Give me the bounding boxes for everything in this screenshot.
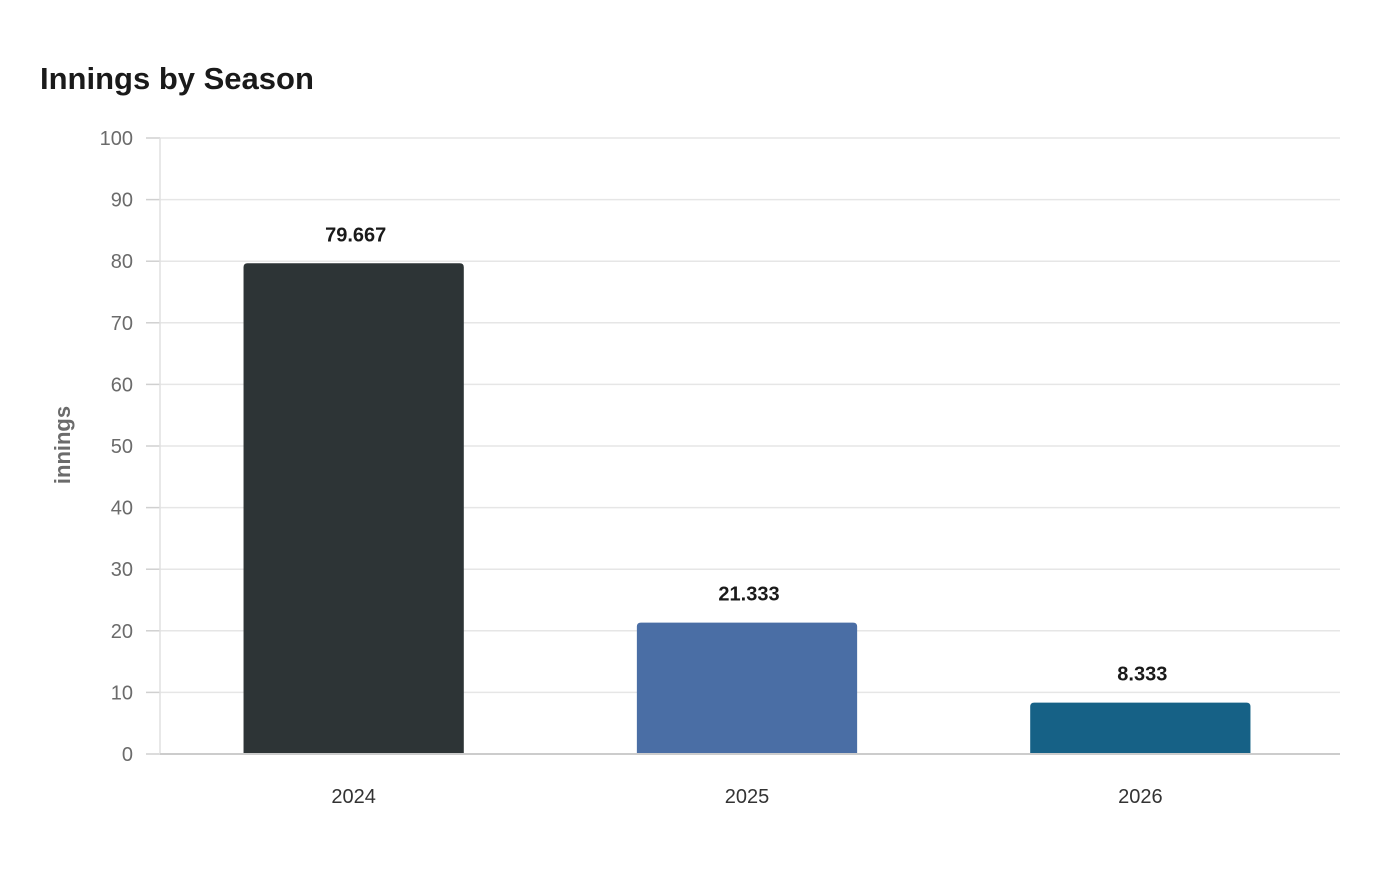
data-label: 79.667 bbox=[325, 224, 386, 246]
axes bbox=[146, 137, 1340, 755]
y-tick-label: 70 bbox=[111, 313, 133, 335]
y-tick-label: 60 bbox=[111, 374, 133, 396]
labels: 0 10 20 30 40 50 60 70 80 90 100 79.667 2024 21.333 20… bbox=[100, 128, 1168, 808]
y-axis-title: innings bbox=[50, 406, 75, 484]
data-label: 21.333 bbox=[718, 584, 779, 606]
y-tick-label: 30 bbox=[111, 559, 133, 581]
chart-title: Innings by Season bbox=[40, 61, 314, 96]
y-tick-label: 10 bbox=[111, 682, 133, 704]
x-tick-label: 2026 bbox=[1118, 786, 1163, 808]
y-tick-label: 50 bbox=[111, 436, 133, 458]
data-label: 8.333 bbox=[1117, 664, 1167, 686]
bar-2024 bbox=[243, 263, 464, 753]
y-tick-label: 40 bbox=[111, 498, 133, 520]
bar-2025 bbox=[636, 622, 858, 753]
x-tick-label: 2025 bbox=[725, 786, 770, 808]
y-tick-label: 80 bbox=[111, 251, 133, 273]
bars bbox=[243, 263, 1251, 753]
y-tick-label: 20 bbox=[111, 621, 133, 643]
x-tick-label: 2024 bbox=[331, 786, 376, 808]
bar-2026 bbox=[1030, 702, 1251, 753]
y-tick-label: 100 bbox=[100, 128, 133, 150]
y-tick-label: 90 bbox=[111, 190, 133, 212]
y-tick-label: 0 bbox=[122, 744, 133, 766]
